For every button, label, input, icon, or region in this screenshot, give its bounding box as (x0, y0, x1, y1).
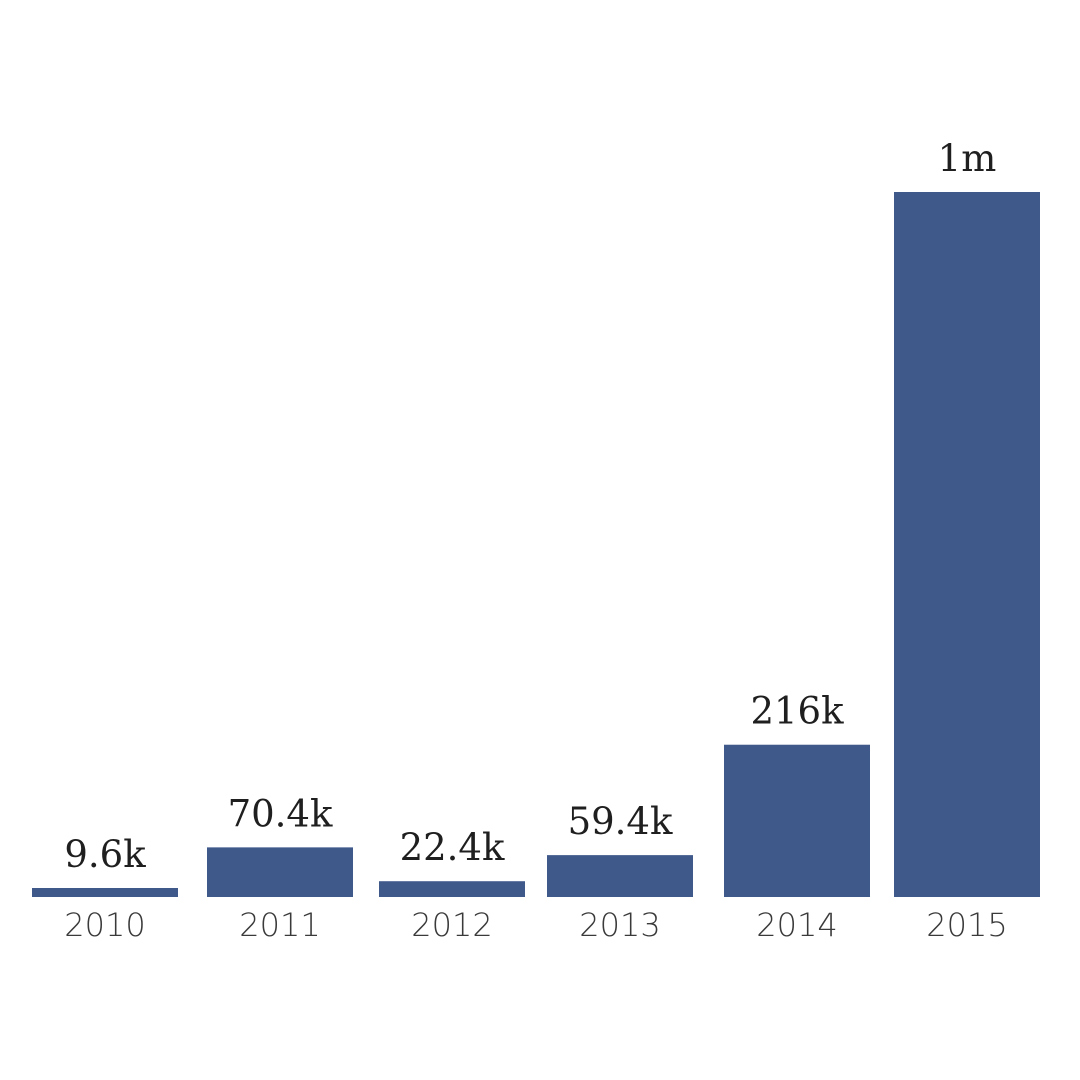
value-labels-group: 9.6k 70.4k 22.4k 59.4k 216k 1m (64, 137, 996, 876)
data-label-2011: 70.4k (228, 792, 333, 835)
data-label-2012: 22.4k (400, 826, 505, 869)
bar-2012 (379, 881, 525, 897)
bars-group (32, 192, 1040, 897)
x-tick-label-2013: 2013 (579, 906, 660, 944)
data-label-2014: 216k (750, 690, 844, 733)
data-label-2015: 1m (938, 137, 997, 180)
x-tick-labels-group: 2010 2011 2012 2013 2014 2015 (64, 906, 1007, 944)
x-tick-label-2014: 2014 (756, 906, 837, 944)
data-label-2013: 59.4k (568, 800, 673, 843)
x-tick-label-2011: 2011 (239, 906, 320, 944)
bar-2014 (724, 744, 870, 897)
bar-2010 (32, 888, 178, 897)
bar-2015 (894, 192, 1040, 897)
data-label-2010: 9.6k (64, 833, 146, 876)
bar-2013 (547, 855, 693, 897)
x-tick-label-2012: 2012 (411, 906, 492, 944)
x-tick-label-2015: 2015 (926, 906, 1007, 944)
bar-2011 (207, 847, 353, 897)
x-tick-label-2010: 2010 (64, 906, 145, 944)
